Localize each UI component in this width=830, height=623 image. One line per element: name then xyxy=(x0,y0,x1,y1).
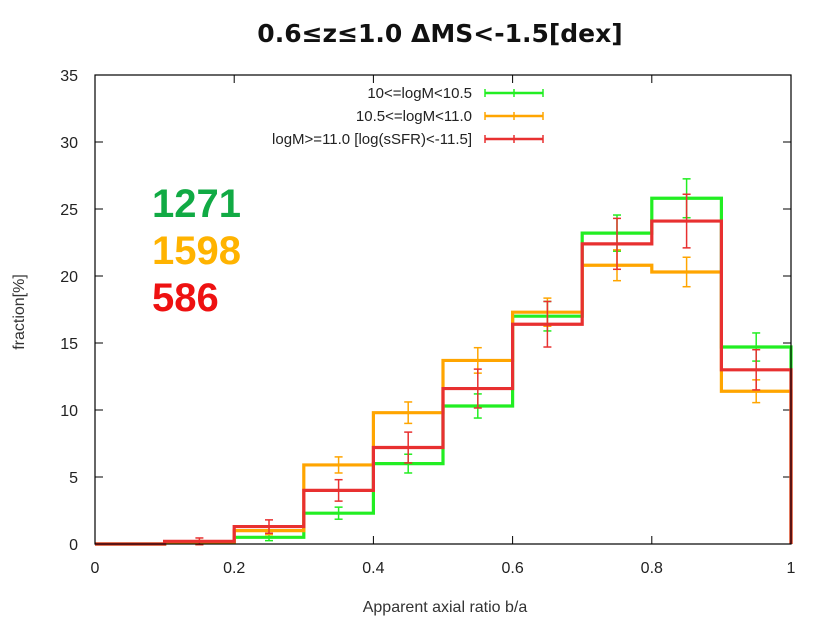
x-tick-label: 1 xyxy=(787,560,796,577)
sample-count: 586 xyxy=(152,276,219,320)
legend-item: logM>=11.0 [log(sSFR)<-11.5] xyxy=(272,131,544,148)
histogram-step-line xyxy=(95,219,793,546)
legend-label: 10.5<=logM<11.0 xyxy=(356,108,472,125)
x-tick-label: 0.2 xyxy=(223,560,245,577)
legend-item: 10.5<=logM<11.0 xyxy=(356,108,544,125)
y-tick-label: 20 xyxy=(60,269,78,286)
error-bar xyxy=(752,348,761,391)
x-axis-label: Apparent axial ratio b/a xyxy=(363,599,528,616)
series-layer xyxy=(95,178,793,546)
error-bar xyxy=(473,368,482,409)
error-bar xyxy=(682,256,691,288)
y-tick-label: 5 xyxy=(69,470,78,487)
error-bar xyxy=(404,401,413,425)
error-bar xyxy=(334,456,343,474)
y-tick-label: 15 xyxy=(60,336,78,353)
error-bar xyxy=(543,300,552,348)
y-tick-label: 30 xyxy=(60,135,78,152)
y-axis-label: fraction[%] xyxy=(11,274,28,350)
legend-item: 10<=logM<10.5 xyxy=(367,85,544,102)
error-bar xyxy=(334,478,343,502)
sample-count: 1271 xyxy=(152,182,241,226)
error-bar xyxy=(613,217,621,271)
x-tick-label: 0.8 xyxy=(641,560,663,577)
y-tick-label: 0 xyxy=(69,537,78,554)
error-bar xyxy=(404,431,413,464)
error-bar xyxy=(265,519,273,535)
x-tick-label: 0.6 xyxy=(501,560,523,577)
legend-label: 10<=logM<10.5 xyxy=(367,85,472,102)
sample-count: 1598 xyxy=(152,229,241,273)
y-tick-label: 25 xyxy=(60,202,78,219)
series-3 xyxy=(95,193,793,546)
error-bar xyxy=(334,506,343,520)
x-tick-label: 0 xyxy=(91,560,100,577)
legend-label: logM>=11.0 [log(sSFR)<-11.5] xyxy=(272,131,472,148)
y-tick-label: 10 xyxy=(60,403,78,420)
legend: 10<=logM<10.5 10.5<=logM<11.0 logM>=11.0 [… xyxy=(272,85,544,148)
chart-title: 0.6≤z≤1.0 ΔMS<-1.5[dex] xyxy=(257,19,622,48)
x-tick-label: 0.4 xyxy=(362,560,384,577)
y-tick-label: 35 xyxy=(60,68,78,85)
plot-frame xyxy=(94,74,792,545)
error-bar xyxy=(682,193,691,249)
